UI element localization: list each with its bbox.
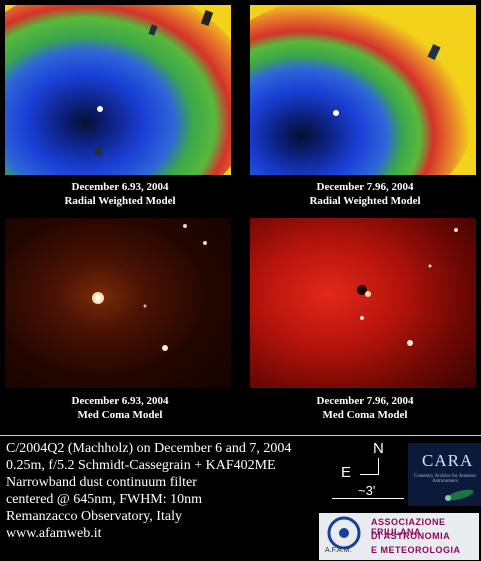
info-line-website: www.afamweb.it xyxy=(6,526,102,541)
east-label: E xyxy=(341,464,352,481)
radial-model-dec7-image xyxy=(250,5,476,175)
afam-line-3: E METEOROLOGIA xyxy=(371,545,461,555)
north-arrow-line xyxy=(378,458,379,474)
caption-panel-4: December 7.96, 2004 Med Coma Model xyxy=(250,394,480,422)
afam-logo: A.F.A.M. ASSOCIAZIONE FRIULANA DI ASTRON… xyxy=(319,513,479,560)
afam-line-2: DI ASTRONOMIA xyxy=(371,531,451,541)
orientation-indicator: N E ~3' xyxy=(330,440,405,505)
caption-model: Radial Weighted Model xyxy=(64,195,176,207)
radial-model-dec6-image xyxy=(5,5,231,175)
caption-panel-2: December 7.96, 2004 Radial Weighted Mode… xyxy=(250,180,480,208)
info-line-observatory: Remanzacco Observatory, Italy xyxy=(6,509,182,524)
info-line-filter: Narrowband dust continuum filter xyxy=(6,475,197,490)
cara-tagline: Cometary Archive for Amateur Astronomers xyxy=(413,474,477,484)
divider-line xyxy=(0,435,481,436)
caption-model: Med Coma Model xyxy=(77,409,163,421)
afam-line-1: ASSOCIAZIONE FRIULANA xyxy=(371,517,446,537)
scale-label: ~3' xyxy=(358,483,376,498)
caption-panel-3: December 6.93, 2004 Med Coma Model xyxy=(5,394,235,422)
med-coma-dec6-image xyxy=(5,218,231,388)
caption-date: December 6.93, 2004 xyxy=(71,395,169,407)
info-line-target: C/2004Q2 (Machholz) on December 6 and 7,… xyxy=(6,441,292,456)
caption-date: December 6.93, 2004 xyxy=(71,181,169,193)
caption-date: December 7.96, 2004 xyxy=(316,395,414,407)
caption-model: Med Coma Model xyxy=(322,409,408,421)
east-arrow-line xyxy=(360,474,379,475)
north-label: N xyxy=(373,440,384,457)
cara-logo-text: CARA xyxy=(422,451,474,470)
caption-model: Radial Weighted Model xyxy=(309,195,421,207)
scale-bar xyxy=(332,498,404,499)
med-coma-dec7-image xyxy=(250,218,476,388)
caption-panel-1: December 6.93, 2004 Radial Weighted Mode… xyxy=(5,180,235,208)
info-line-instrument: 0.25m, f/5.2 Schmidt-Cassegrain + KAF402… xyxy=(6,458,276,473)
caption-date: December 7.96, 2004 xyxy=(316,181,414,193)
info-line-wavelength: centered @ 645nm, FWHM: 10nm xyxy=(6,492,203,507)
afam-abbr: A.F.A.M. xyxy=(325,547,352,554)
cara-logo: CARA Cometary Archive for Amateur Astron… xyxy=(408,443,481,506)
